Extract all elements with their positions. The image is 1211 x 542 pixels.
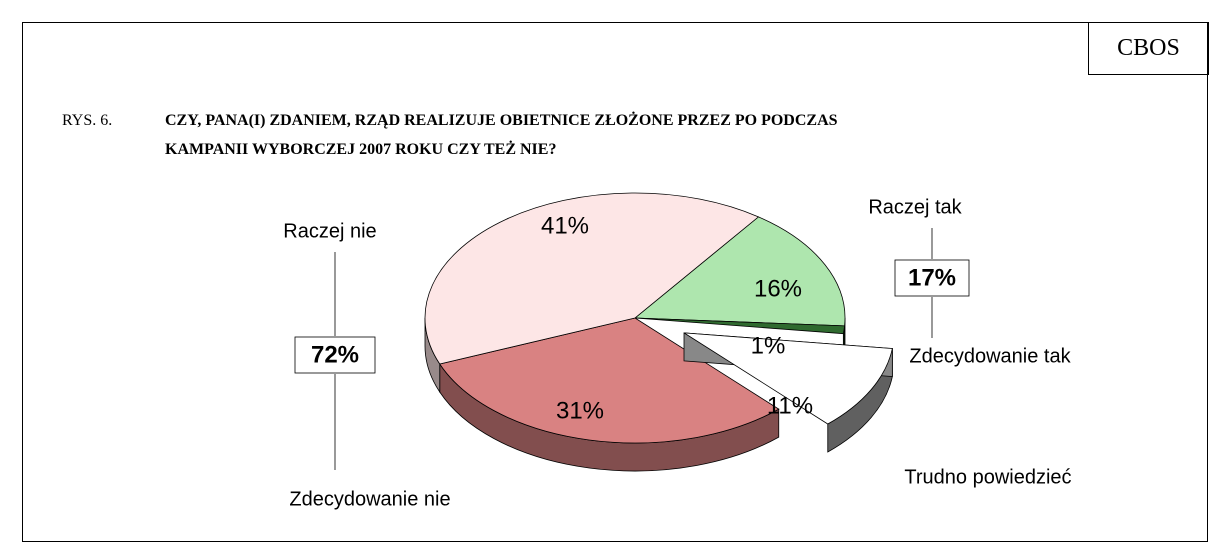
value-label: 41% <box>541 212 589 239</box>
group-total: 72% <box>311 341 359 368</box>
chart: 16% Raczej tak 1% Zdecydowanie tak 11% Trudno… <box>0 0 1211 528</box>
value-label: 1% <box>751 332 786 359</box>
value-label: 16% <box>754 275 802 302</box>
category-label: Trudno powiedzieć <box>904 466 1071 488</box>
value-label: 11% <box>767 392 813 419</box>
value-label: 31% <box>556 397 604 424</box>
category-label: Raczej tak <box>868 196 962 218</box>
category-label: Zdecydowanie nie <box>289 488 450 510</box>
category-label: Raczej nie <box>283 220 376 242</box>
category-label: Zdecydowanie tak <box>909 345 1071 367</box>
group-total: 17% <box>908 264 956 291</box>
page: CBOS RYS. 6. CZY, PANA(I) ZDANIEM, RZĄD … <box>0 0 1211 528</box>
